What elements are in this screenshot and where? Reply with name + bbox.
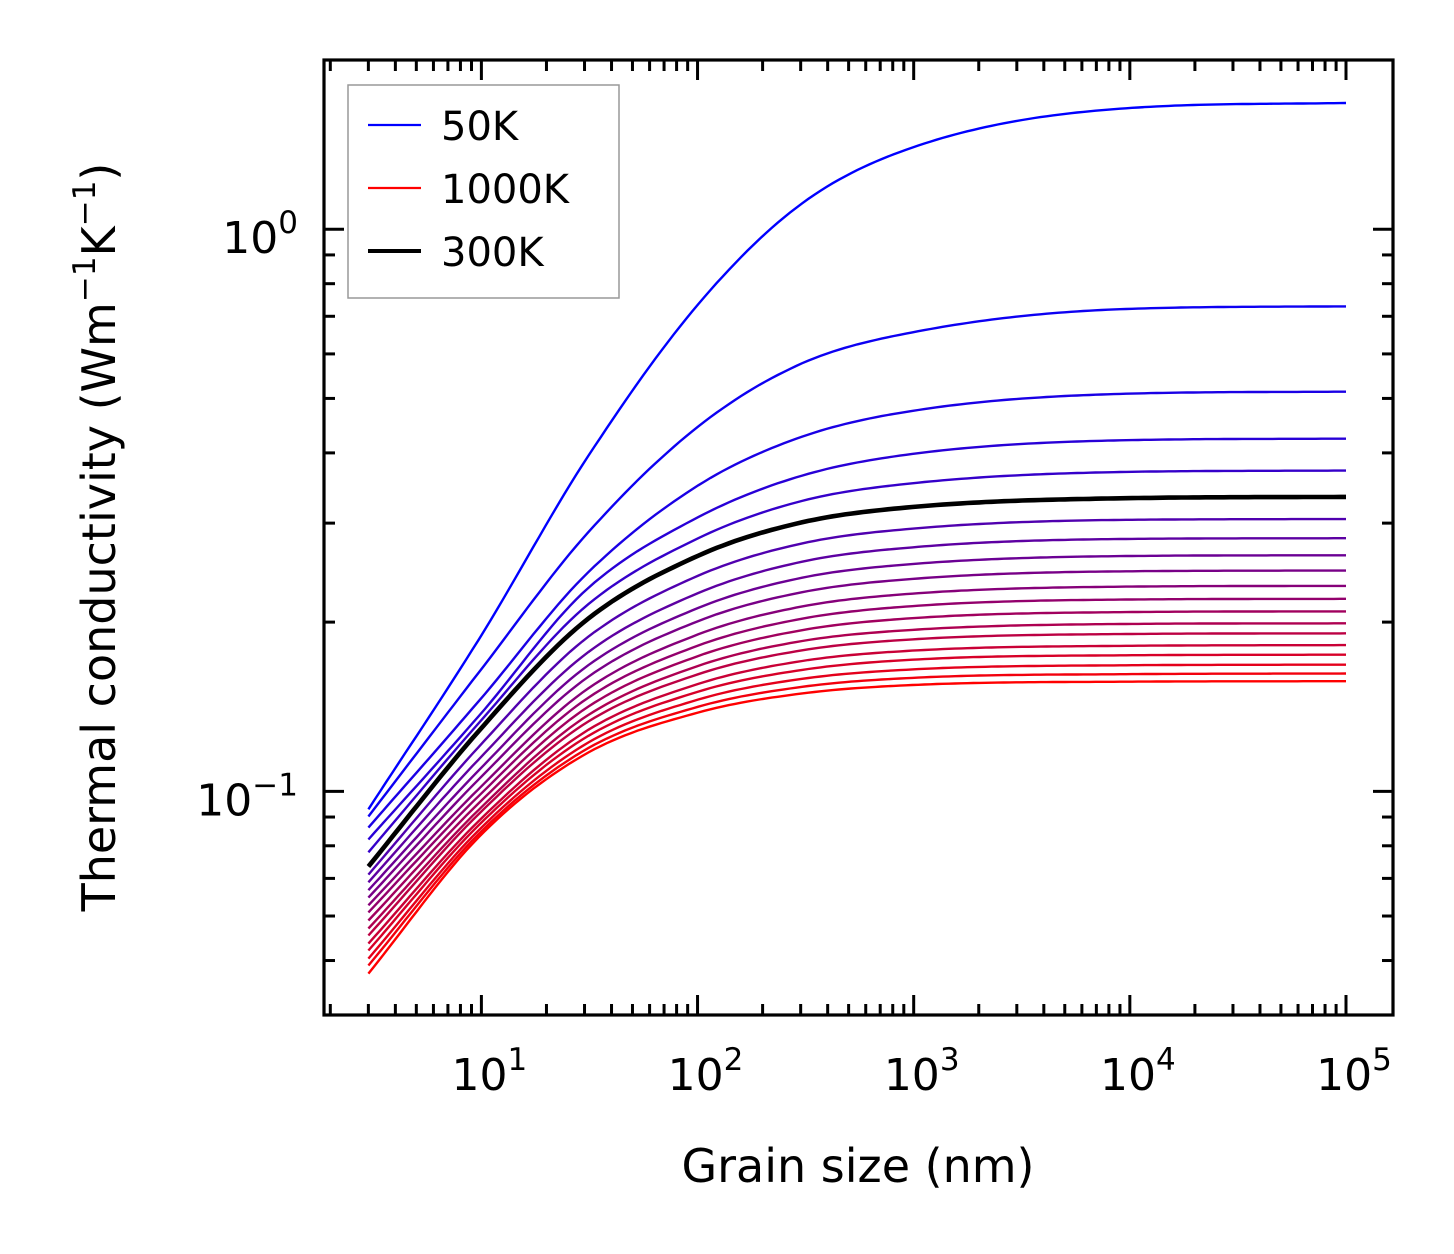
x-tick-label: 104 [1100, 1042, 1176, 1101]
x-tick-label: 105 [1316, 1042, 1392, 1101]
legend-label-1000k: 1000K [441, 167, 571, 213]
series-line-500k [367, 569, 1346, 899]
series-line-800k [367, 643, 1346, 945]
series-line-200k [367, 437, 1346, 841]
highlight-curve-group [366, 494, 1346, 868]
x-tick-label: 102 [668, 1042, 744, 1101]
x-tick-label: 103 [884, 1042, 960, 1101]
series-line-700k [367, 622, 1346, 930]
y-tick-labels: 100 10−1 [196, 205, 298, 826]
legend: 50K 1000K 300K [347, 84, 620, 299]
series-line-950k [367, 672, 1347, 967]
series-line-1000k [367, 680, 1346, 975]
series-line-750k [367, 632, 1347, 937]
series-line-450k [367, 554, 1346, 892]
series-line-600k [367, 597, 1346, 914]
legend-frame [347, 84, 620, 299]
series-line-550k [367, 584, 1346, 907]
x-tick-label: 101 [452, 1042, 528, 1101]
y-tick-label: 10−1 [196, 767, 298, 826]
legend-label-50k: 50K [441, 104, 520, 150]
series-line-400k [367, 537, 1346, 884]
series-line-150k [367, 390, 1346, 829]
series-line-850k [367, 653, 1346, 952]
y-tick-label: 100 [222, 205, 298, 264]
plot-frame [322, 58, 1395, 1017]
x-tick-labels: 101 102 103 104 105 [452, 1042, 1392, 1101]
series-line-250k [367, 469, 1346, 854]
series-line-350k [367, 517, 1346, 876]
axis-ticks-group [324, 58, 1393, 1017]
series-line-650k [367, 610, 1346, 922]
legend-label-300k: 300K [441, 230, 545, 276]
y-axis-title: Thermal conductivity (Wm−1K−1) [67, 163, 126, 913]
series-line-100k [367, 305, 1346, 818]
series-line-900k [367, 663, 1346, 960]
series-line-300k-highlight [366, 494, 1346, 868]
x-axis-title: Grain size (nm) [682, 1139, 1035, 1193]
series-line-50k [367, 101, 1347, 810]
